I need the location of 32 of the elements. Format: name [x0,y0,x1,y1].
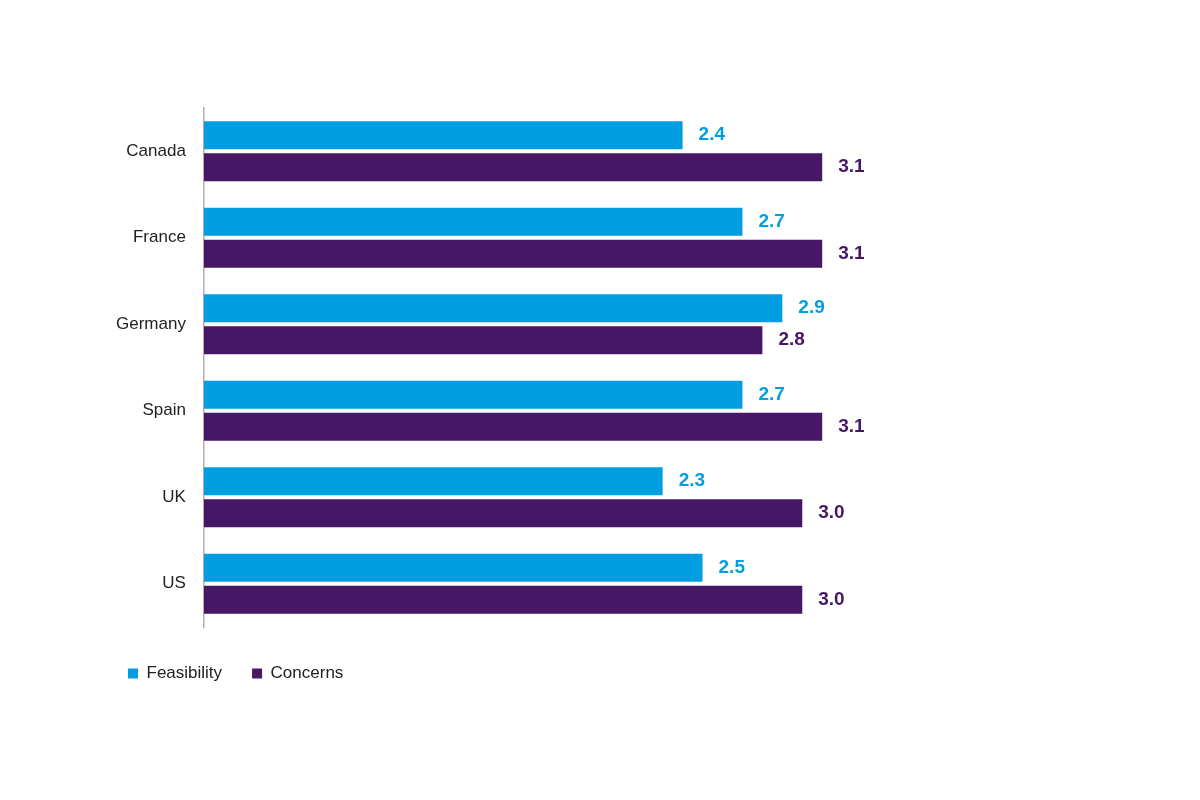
bar [203,467,663,496]
bar [203,153,823,182]
data-label: 3.0 [818,501,845,523]
bar [203,294,783,323]
bar [203,239,823,268]
y-tick-label: Spain [142,400,186,420]
data-label: 2.4 [698,123,726,145]
data-label: 3.1 [838,241,866,263]
legend-label: Feasibility [146,663,223,683]
data-label: 2.7 [758,209,785,231]
bar [203,207,743,236]
bar [203,412,823,441]
y-tick-label: Canada [126,140,187,160]
bar [203,121,683,150]
y-tick-label: Germany [115,313,187,333]
data-label: 2.8 [778,328,805,350]
data-label: 2.7 [758,382,785,404]
data-label: 3.0 [818,587,845,609]
y-tick-label: France [132,227,186,247]
y-tick-label: US [162,573,186,593]
legend-label: Concerns [270,663,344,683]
data-label: 2.9 [798,296,825,318]
data-label: 2.3 [678,469,706,491]
bar [203,380,743,409]
bar [203,499,803,528]
data-label: 2.5 [718,555,746,577]
data-label: 3.1 [838,414,866,436]
data-label: 3.1 [838,155,866,177]
bar [203,326,763,355]
y-tick-label: UK [162,486,187,506]
bar [203,553,703,582]
bar [203,585,803,614]
